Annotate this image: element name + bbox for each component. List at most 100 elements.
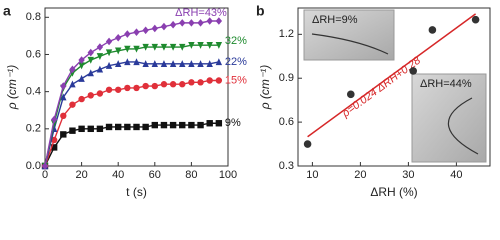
marker <box>215 58 223 66</box>
marker <box>50 136 58 144</box>
marker <box>60 82 67 90</box>
panel-label: a <box>3 3 11 19</box>
marker <box>206 17 213 25</box>
x-tick-label: 10 <box>306 169 318 181</box>
marker <box>133 28 140 36</box>
inset-sample <box>311 33 389 55</box>
chart-panel: a 0 20 40 60 80 100 0.0 0.2 0.4 0.6 0.8 t (s) ρ (cm⁻¹… <box>3 3 247 199</box>
y-tick-label: 0.6 <box>26 48 41 60</box>
marker <box>160 22 168 31</box>
marker <box>78 125 85 133</box>
marker <box>87 48 94 57</box>
marker <box>142 26 149 35</box>
marker <box>96 53 104 61</box>
marker <box>96 43 104 51</box>
marker <box>124 123 131 131</box>
marker <box>133 58 140 66</box>
x-tick-label: 60 <box>149 169 161 181</box>
marker <box>78 95 85 103</box>
marker <box>50 144 58 151</box>
plot-frame <box>297 7 491 167</box>
marker <box>160 81 168 88</box>
marker <box>124 58 131 66</box>
marker <box>69 80 76 88</box>
x-tick-label: 0 <box>42 169 48 181</box>
marker <box>60 93 67 101</box>
marker <box>179 19 186 27</box>
marker <box>41 162 49 170</box>
y-axis-label: ρ (cm⁻¹) <box>258 65 272 111</box>
marker <box>133 84 140 92</box>
x-axis-label: ΔRH (%) <box>370 185 417 199</box>
marker <box>124 30 131 38</box>
marker <box>50 120 58 127</box>
inset-label: ΔRH=9% <box>312 14 358 26</box>
point <box>471 15 480 24</box>
marker <box>197 79 204 86</box>
marker <box>133 45 140 53</box>
series-line <box>44 61 219 167</box>
x-tick-label: 40 <box>112 169 124 181</box>
marker <box>69 65 76 74</box>
marker <box>197 41 204 49</box>
marker <box>60 131 67 138</box>
x-tick-label: 20 <box>354 169 366 181</box>
marker <box>142 43 149 51</box>
x-tick-label: 40 <box>450 169 462 181</box>
marker <box>133 123 140 131</box>
marker <box>115 33 122 42</box>
y-tick-label: 0.4 <box>26 86 41 98</box>
marker <box>151 60 158 67</box>
marker <box>206 77 213 84</box>
marker <box>87 69 94 77</box>
inset-sample <box>447 97 479 155</box>
y-tick-label: 0.9 <box>279 72 294 84</box>
y-tick-label: 1.2 <box>279 28 294 40</box>
plot-frame <box>44 7 229 167</box>
marker <box>188 41 195 49</box>
marker <box>169 20 177 29</box>
marker <box>188 79 195 86</box>
marker <box>142 123 149 131</box>
series-label: 22% <box>225 56 247 68</box>
marker <box>96 90 104 97</box>
marker <box>160 43 168 51</box>
marker <box>115 86 122 93</box>
marker <box>96 125 104 133</box>
marker <box>188 121 195 129</box>
marker <box>142 60 149 67</box>
y-tick-label: 0.8 <box>26 11 41 23</box>
marker <box>188 19 195 27</box>
marker <box>105 86 113 93</box>
marker <box>215 77 223 84</box>
marker <box>96 65 104 73</box>
marker <box>60 112 67 120</box>
marker <box>206 120 213 127</box>
marker <box>188 60 195 67</box>
marker <box>105 61 113 69</box>
marker <box>179 81 186 88</box>
x-tick-label: 20 <box>75 169 87 181</box>
x-tick-label: 30 <box>402 169 414 181</box>
marker <box>115 47 122 55</box>
marker <box>105 37 113 46</box>
marker <box>124 84 131 92</box>
x-tick-label: 100 <box>219 169 237 181</box>
marker <box>169 60 177 67</box>
marker <box>197 60 204 67</box>
y-tick-label: 0.0 <box>26 160 41 172</box>
marker <box>78 74 85 82</box>
fit-label: ρ=0.024 ΔRH+0.28 <box>339 54 423 120</box>
figure: a 0 20 40 60 80 100 0.0 0.2 0.4 0.6 0.8 t (s) ρ (cm⁻¹… <box>3 3 491 199</box>
marker <box>151 82 158 90</box>
marker <box>179 121 186 129</box>
point <box>303 140 312 148</box>
marker <box>87 92 94 99</box>
marker <box>115 123 122 131</box>
marker <box>151 24 158 33</box>
y-axis-label: ρ (cm⁻¹) <box>5 65 19 111</box>
marker <box>115 60 122 67</box>
marker <box>50 115 58 124</box>
marker <box>87 125 94 133</box>
y-tick-label: 0.2 <box>26 123 41 135</box>
